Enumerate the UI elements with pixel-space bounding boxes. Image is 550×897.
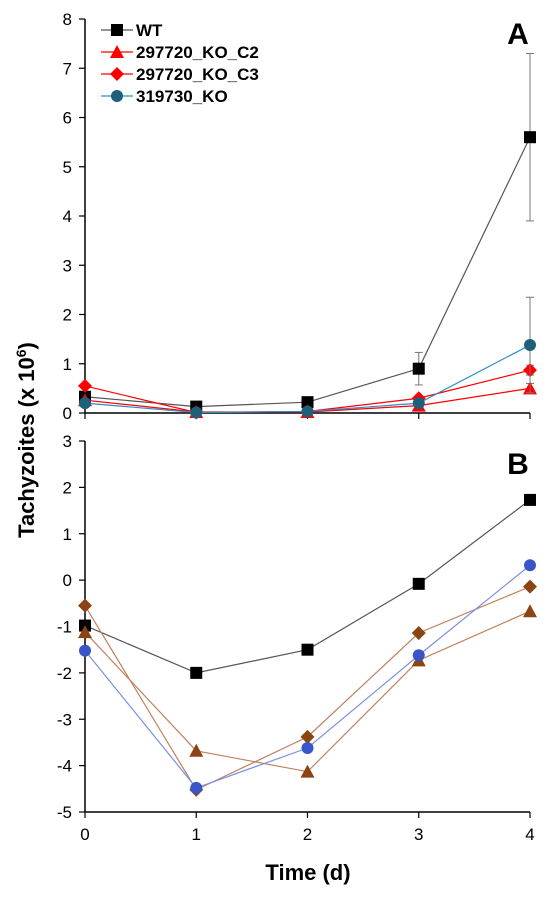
data-point-b <box>78 598 92 613</box>
legend-marker <box>110 45 124 58</box>
y-tick-label-b: -3 <box>57 710 72 729</box>
data-point-a <box>78 378 92 393</box>
y-tick-label-a: 2 <box>63 306 72 325</box>
x-tick-label: 4 <box>525 825 534 844</box>
y-tick-label-a: 0 <box>63 404 72 423</box>
series-line-b <box>84 564 531 789</box>
series-line-a <box>84 136 531 408</box>
series-b-1 <box>78 604 537 778</box>
y-axis-title-main: Tachyzoites (x 10 <box>14 357 39 538</box>
x-tick-label: 2 <box>303 825 312 844</box>
data-point-b <box>301 643 314 656</box>
x-tick-label: 0 <box>80 825 89 844</box>
legend-label: 319730_KO <box>136 87 228 106</box>
data-point-b <box>524 559 536 572</box>
data-point-a <box>412 397 425 410</box>
y-axis-title-close: ) <box>14 342 39 349</box>
y-tick-label-b: 3 <box>63 432 72 451</box>
data-point-b <box>189 743 204 757</box>
y-tick-label-a: 3 <box>63 256 72 275</box>
series-b-0 <box>79 493 536 679</box>
series-a-0 <box>79 52 536 413</box>
y-tick-label-b: -4 <box>57 757 72 776</box>
x-axis-title: Time (d) <box>265 860 350 885</box>
data-point-a <box>79 397 91 410</box>
y-tick-label-a: 4 <box>63 207 72 226</box>
data-point-a <box>524 339 536 352</box>
x-tick-label: 1 <box>192 825 201 844</box>
data-point-a <box>524 131 536 144</box>
legend-label: 297720_KO_C3 <box>136 65 259 84</box>
series-b-3 <box>79 559 536 794</box>
legend-label: 297720_KO_C2 <box>136 43 259 62</box>
y-tick-label-a: 8 <box>63 10 72 29</box>
panel-b: 3 2 1 0 -1 -2 -3 -4 -5 0 1 2 3 4 B <box>57 432 537 844</box>
data-point-b <box>190 781 203 794</box>
y-tick-label-b: 1 <box>63 525 72 544</box>
y-tick-label-b: -2 <box>57 664 72 683</box>
data-point-b <box>300 729 315 744</box>
data-point-b <box>78 625 92 639</box>
data-point-a <box>190 406 203 419</box>
data-point-b <box>523 579 537 594</box>
series-b-2 <box>78 579 537 797</box>
data-point-b <box>523 604 537 618</box>
data-point-b <box>412 649 425 662</box>
y-tick-label-b: -5 <box>57 803 72 822</box>
panel-label-a: A <box>507 18 529 51</box>
data-point-a <box>301 396 314 409</box>
data-point-b <box>190 666 203 679</box>
series-line-b <box>84 586 531 791</box>
y-tick-label-a: 6 <box>63 109 72 128</box>
data-point-b <box>411 625 426 640</box>
legend-marker <box>110 67 124 81</box>
y-tick-label-a: 5 <box>63 158 72 177</box>
data-point-b <box>524 493 536 506</box>
y-tick-label-b: 2 <box>63 478 72 497</box>
data-point-a <box>412 362 425 375</box>
panel-label-b: B <box>507 448 529 481</box>
y-tick-label-b: -1 <box>57 618 72 637</box>
series-a-3 <box>79 296 536 419</box>
y-tick-label-b: 0 <box>63 571 72 590</box>
data-point-b <box>79 644 91 657</box>
data-point-b <box>301 742 314 755</box>
legend-label: WT <box>136 21 163 40</box>
legend-marker <box>111 24 123 36</box>
y-axis-title: Tachyzoites (x 106) <box>13 342 39 538</box>
y-tick-label-a: 7 <box>63 59 72 78</box>
legend: WT 297720_KO_C2 297720_KO_C3 319730_KO <box>101 21 259 106</box>
panel-a: 0 1 2 3 4 5 6 7 8 A WT 297720_KO_C2 297720_KO_C3 3197… <box>63 10 537 423</box>
legend-marker <box>111 90 123 102</box>
data-point-b <box>300 764 315 778</box>
data-point-b <box>412 577 425 590</box>
data-point-a <box>301 405 314 418</box>
y-axis-title-sup: 6 <box>13 349 29 357</box>
x-tick-label: 3 <box>414 825 423 844</box>
y-tick-label-a: 1 <box>63 355 72 374</box>
